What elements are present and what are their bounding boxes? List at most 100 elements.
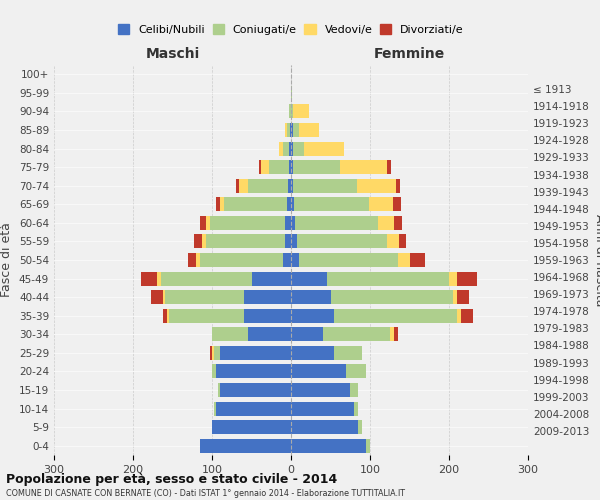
Bar [216,198,291,211]
Bar [291,272,326,285]
Bar [289,104,291,118]
Bar [212,420,291,434]
Bar [291,346,362,360]
Bar [291,86,292,100]
Bar [200,439,291,452]
Bar [289,142,291,156]
Bar [218,383,291,397]
Bar [291,234,406,248]
Bar [157,272,291,285]
Bar [291,272,476,285]
Bar [200,216,291,230]
Bar [220,383,291,397]
Bar [202,234,291,248]
Bar [291,216,295,230]
Bar [291,272,457,285]
Bar [291,123,293,137]
Bar [291,383,358,397]
Bar [220,346,291,360]
Bar [224,198,291,211]
Bar [291,104,309,118]
Bar [200,439,291,452]
Bar [291,402,354,415]
Bar [164,290,291,304]
Bar [291,86,292,100]
Bar [291,346,362,360]
Bar [291,290,457,304]
Bar [291,383,350,397]
Bar [291,216,378,230]
Bar [291,272,449,285]
Bar [291,160,293,174]
Bar [163,309,291,322]
Bar [291,328,323,342]
Bar [287,198,291,211]
Bar [291,328,390,342]
Bar [279,142,291,156]
Bar [141,272,291,285]
Text: Maschi: Maschi [145,48,200,62]
Bar [291,142,344,156]
Bar [291,179,396,192]
Bar [200,439,291,452]
Bar [291,234,296,248]
Bar [196,253,291,267]
Bar [200,439,291,452]
Bar [212,420,291,434]
Bar [206,234,291,248]
Bar [291,253,299,267]
Bar [214,402,291,415]
Bar [291,346,362,360]
Bar [291,439,370,452]
Bar [291,198,294,211]
Bar [286,123,291,137]
Bar [291,253,398,267]
Bar [212,328,291,342]
Bar [161,272,291,285]
Bar [291,346,334,360]
Bar [291,179,293,192]
Bar [269,160,291,174]
Bar [291,179,400,192]
Bar [218,383,291,397]
Bar [163,290,291,304]
Bar [279,142,291,156]
Bar [291,123,319,137]
Bar [211,346,291,360]
Bar [188,253,291,267]
Bar [291,290,453,304]
Bar [291,420,358,434]
Bar [291,309,334,322]
Bar [212,328,291,342]
Bar [291,383,358,397]
Text: Femmine: Femmine [374,48,445,62]
Bar [291,290,469,304]
Bar [291,253,425,267]
Bar [206,216,291,230]
Legend: Celibi/Nubili, Coniugati/e, Vedovi/e, Divorziati/e: Celibi/Nubili, Coniugati/e, Vedovi/e, Di… [114,20,468,39]
Bar [291,364,366,378]
Bar [212,420,291,434]
Bar [286,216,291,230]
Bar [284,234,291,248]
Bar [286,123,291,137]
Bar [291,328,394,342]
Bar [291,290,331,304]
Bar [291,142,304,156]
Bar [212,420,291,434]
Bar [291,234,388,248]
Y-axis label: Fasce di età: Fasce di età [1,222,13,298]
Bar [214,402,291,415]
Bar [291,439,370,452]
Bar [211,216,291,230]
Bar [291,234,399,248]
Bar [291,364,366,378]
Bar [291,86,292,100]
Bar [169,309,291,322]
Bar [212,328,291,342]
Bar [291,198,369,211]
Y-axis label: Anni di nascita: Anni di nascita [593,214,600,306]
Bar [291,253,409,267]
Bar [291,420,362,434]
Bar [151,290,291,304]
